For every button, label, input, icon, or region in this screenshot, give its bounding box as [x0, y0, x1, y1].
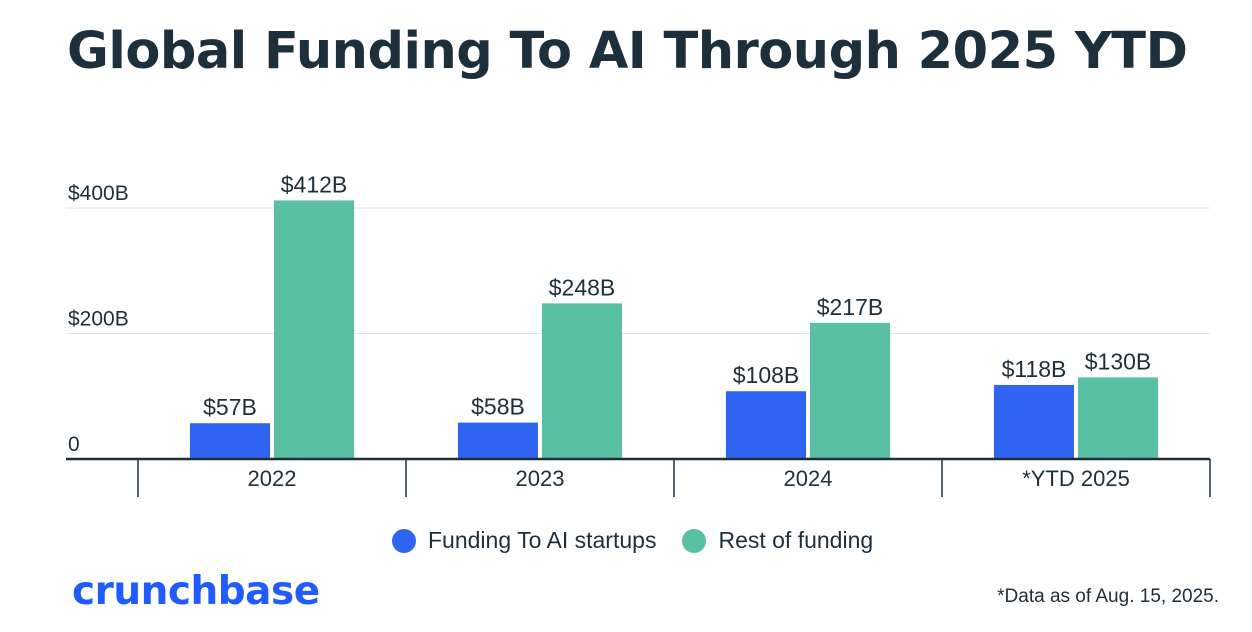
x-tick-label: 2022	[248, 466, 297, 491]
y-tick-label: 0	[68, 433, 80, 456]
legend-label-ai: Funding To AI startups	[428, 527, 657, 553]
legend: Funding To AI startups Rest of funding	[392, 527, 899, 554]
data-label: $248B	[549, 274, 616, 300]
bar-rest-funding	[274, 200, 354, 459]
crunchbase-logo: crunchbase	[72, 569, 320, 614]
data-labels: $57B $412B $58B $248B $108B $217B $118B $130B	[203, 171, 1151, 420]
bar-chart: 0 $200B $400B $57B $412B $58B $248B $108B $217B…	[66, 171, 1211, 497]
bar-ai-funding	[726, 391, 806, 459]
legend-swatch-rest	[682, 528, 707, 553]
bar-ai-funding	[994, 384, 1074, 459]
x-axis: 2022 2023 2024 *YTD 2025	[66, 457, 1211, 497]
bar-rest-funding	[810, 322, 890, 459]
data-label: $58B	[471, 394, 525, 420]
bar-rest-funding	[1078, 377, 1158, 459]
x-tick-label: 2024	[784, 466, 833, 491]
chart-title: Global Funding To AI Through 2025 YTD	[67, 22, 1188, 81]
x-tick-label: *YTD 2025	[1022, 466, 1130, 491]
legend-swatch-ai	[392, 528, 416, 553]
gridlines	[66, 207, 1210, 334]
legend-label-rest: Rest of funding	[718, 527, 874, 553]
data-label: $412B	[281, 171, 348, 197]
bar-ai-funding	[190, 423, 270, 459]
legend-item-rest: Rest of funding	[682, 527, 873, 554]
data-label: $130B	[1085, 348, 1152, 374]
bar-ai-funding	[458, 422, 538, 459]
data-label: $118B	[1002, 356, 1067, 382]
data-label: $217B	[817, 294, 884, 320]
legend-item-ai: Funding To AI startups	[392, 527, 656, 554]
footnote: *Data as of Aug. 15, 2025.	[997, 586, 1219, 607]
data-label: $108B	[733, 362, 800, 388]
bars	[190, 200, 1158, 459]
x-tick-label: 2023	[516, 466, 565, 491]
y-tick-label: $400B	[68, 182, 129, 205]
bar-rest-funding	[542, 303, 622, 459]
data-label: $57B	[203, 394, 257, 420]
y-axis-ticks: 0 $200B $400B	[68, 182, 129, 456]
y-tick-label: $200B	[68, 308, 129, 331]
